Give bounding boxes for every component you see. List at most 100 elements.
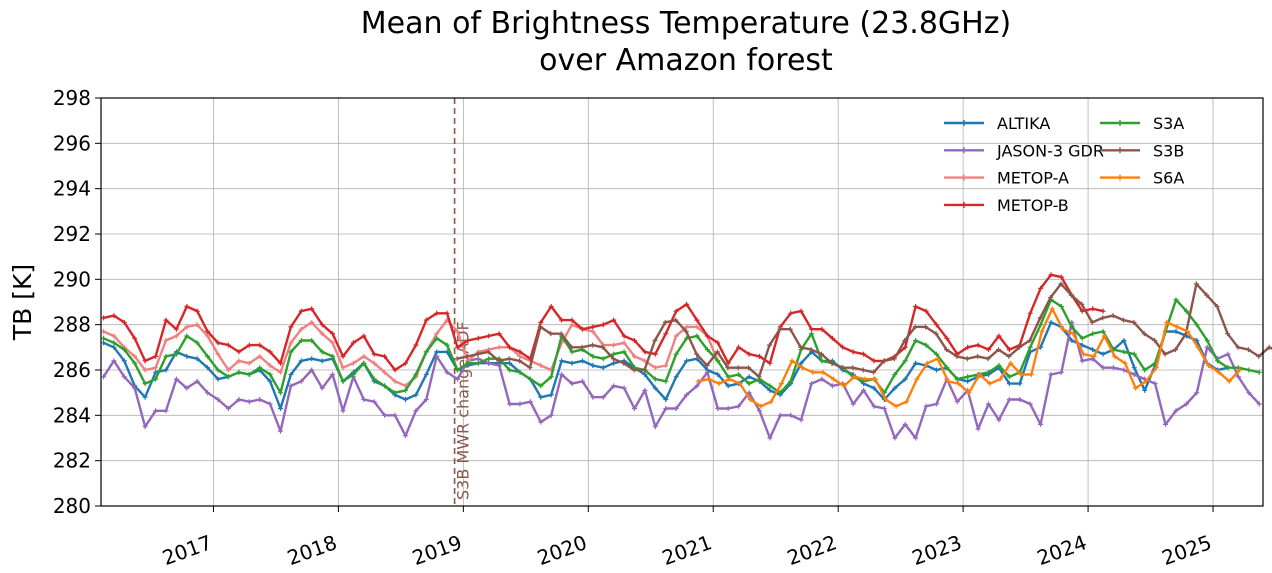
data-point	[257, 342, 263, 348]
data-point	[444, 369, 450, 375]
data-point	[538, 363, 544, 368]
data-point	[101, 340, 106, 346]
data-point	[434, 353, 440, 359]
data-point	[101, 315, 106, 321]
series-altika	[101, 319, 1231, 411]
y-tick-label: 280	[53, 494, 91, 518]
data-point	[954, 376, 960, 382]
data-point	[413, 342, 419, 348]
data-point	[933, 331, 939, 337]
data-point	[423, 372, 429, 377]
data-point	[288, 383, 294, 389]
data-point	[871, 385, 877, 391]
data-point	[912, 324, 918, 330]
data-point	[548, 331, 554, 337]
data-point	[996, 363, 1002, 368]
data-point	[1173, 347, 1178, 353]
data-point	[756, 374, 762, 380]
data-point	[288, 372, 294, 377]
data-point	[246, 342, 252, 348]
data-point	[673, 374, 679, 380]
legend: ALTIKA JASON-3 GDR METOP-A METOP-B S3A S3B S6A	[944, 114, 1184, 215]
data-point	[850, 349, 856, 355]
data-point	[777, 390, 783, 396]
data-point	[153, 408, 159, 414]
data-point	[839, 365, 845, 371]
data-point	[184, 385, 190, 391]
data-point	[1068, 292, 1074, 298]
data-point	[1163, 421, 1168, 427]
data-point	[798, 308, 804, 314]
data-point	[985, 356, 991, 362]
data-point	[1039, 329, 1045, 334]
data-point	[173, 376, 179, 382]
data-point	[600, 344, 606, 350]
data-point	[1079, 335, 1085, 341]
data-point	[694, 383, 700, 389]
data-point	[1079, 301, 1085, 307]
data-point	[1194, 390, 1200, 396]
data-point	[632, 353, 637, 359]
data-point	[580, 358, 585, 364]
data-point	[1037, 315, 1043, 321]
data-point	[580, 378, 585, 384]
data-point	[486, 333, 492, 339]
data-point	[893, 403, 899, 409]
data-point	[965, 344, 971, 350]
data-point	[1069, 338, 1075, 343]
data-point	[1194, 322, 1200, 328]
data-point	[862, 376, 868, 382]
y-tick-label: 282	[53, 449, 91, 473]
data-point	[538, 319, 544, 325]
data-point	[987, 381, 993, 387]
data-point	[684, 358, 690, 364]
data-point	[1058, 281, 1064, 287]
data-point	[996, 417, 1002, 423]
data-point	[1006, 353, 1012, 359]
data-point	[559, 372, 565, 377]
data-point	[788, 310, 794, 316]
data-point	[465, 353, 470, 359]
data-point	[455, 344, 460, 350]
data-point	[819, 351, 824, 357]
data-point	[757, 353, 762, 359]
data-point	[475, 351, 481, 357]
data-point	[1038, 421, 1044, 427]
legend-item-s6a: S6A	[1100, 169, 1184, 188]
data-point	[663, 397, 669, 402]
data-point	[714, 349, 720, 355]
data-point	[163, 338, 169, 343]
data-point	[758, 403, 764, 409]
data-point	[423, 349, 429, 355]
data-point	[330, 331, 336, 337]
data-point	[236, 349, 242, 355]
legend-label: METOP-B	[997, 196, 1069, 215]
data-point	[1016, 344, 1022, 350]
y-tick-label: 292	[53, 222, 91, 246]
data-point	[319, 385, 325, 391]
data-point	[1121, 338, 1127, 343]
data-point	[631, 367, 637, 373]
data-point	[777, 326, 783, 332]
data-point	[132, 385, 138, 391]
data-point	[121, 358, 127, 364]
data-point	[871, 369, 877, 375]
data-point	[257, 365, 263, 371]
grid	[101, 97, 1263, 507]
data-point	[684, 392, 690, 398]
data-point	[101, 374, 106, 380]
data-point	[1027, 338, 1033, 343]
data-point	[652, 385, 658, 391]
data-point	[121, 347, 127, 353]
data-point	[1112, 353, 1118, 359]
data-point	[965, 378, 971, 384]
data-point	[309, 319, 315, 325]
data-point	[1173, 408, 1179, 414]
data-point	[871, 358, 877, 364]
data-point	[465, 338, 471, 343]
data-point	[1101, 333, 1107, 339]
data-point	[1246, 367, 1252, 373]
data-point	[725, 406, 731, 411]
data-point	[1174, 324, 1180, 330]
data-point	[288, 340, 294, 346]
